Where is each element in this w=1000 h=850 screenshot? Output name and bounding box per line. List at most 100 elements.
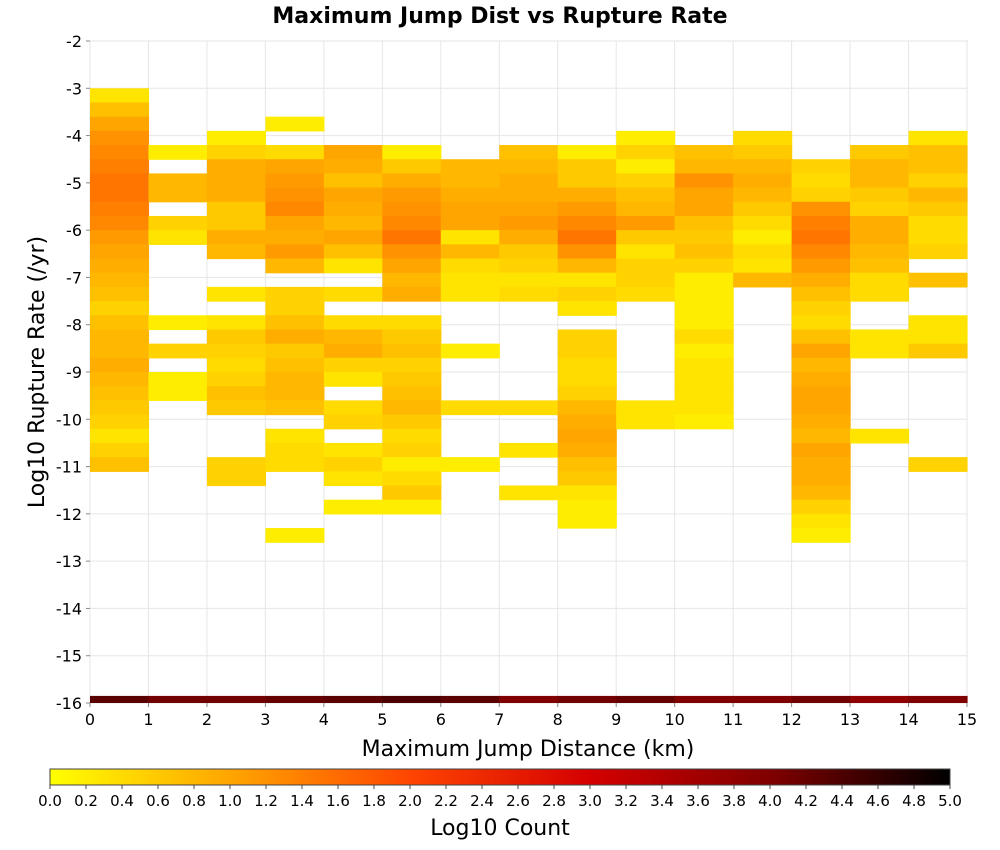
heatmap-cell-x11-0 [733,130,793,146]
heatmap-cell-x8-21 [557,457,617,472]
heatmap-cell-x0-1 [90,102,150,118]
heatmap-cell-x8-0 [557,145,617,160]
y-tick-label-5: -7 [66,268,82,287]
heatmap-cell-x3-6 [265,215,325,231]
heatmap-cell-x13-12 [850,343,910,359]
colorbar-tick-label-15: 3.0 [578,792,602,810]
heatmap-cell-x5-10 [382,286,442,302]
heatmap-cell-x5-0 [382,145,442,160]
heatmap-cell-x0-9 [90,215,150,231]
colorbar-tick-label-4: 0.8 [182,792,206,810]
heatmap-cell-x6-5 [440,230,500,245]
heatmap-cell-x0-4 [90,145,150,160]
heatmap-cell-x8-2 [557,173,617,189]
heatmap-cell-x5-13 [382,343,442,359]
heatmap-cell-x5-16 [382,386,442,401]
colorbar-tick-label-5: 1.0 [218,792,242,810]
colorbar-tick-label-3: 0.6 [146,792,170,810]
heatmap-cell-x5-14 [382,357,442,373]
heatmap-cell-x8-13 [557,343,617,359]
x-tick-label-5: 5 [377,710,387,729]
heatmap-cell-x10-2 [674,173,734,189]
x-tick-label-13: 13 [840,710,860,729]
heatmap-cell-x13-1 [850,159,910,174]
x-tick-label-4: 4 [319,710,329,729]
heatmap-cell-x2-6 [206,215,266,231]
heatmap-cell-x0-24 [90,428,150,444]
heatmap-cell-x4-10 [323,315,383,331]
heatmap-cell-x12-10 [791,301,851,316]
heatmap-cell-x6-7 [440,258,500,274]
heatmap-cell-x9-4 [616,187,676,203]
heatmap-cell-x0-23 [90,414,150,430]
heatmap-cell-x2-10 [206,315,266,331]
colorbar-tick-label-21: 4.2 [794,792,818,810]
y-tick-label-1: -3 [66,79,82,98]
chart-title: Maximum Jump Dist vs Rupture Rate [272,4,727,29]
heatmap-cell-x0-17 [90,329,150,345]
heatmap-cell-x13-0 [850,145,910,160]
heatmap-cell-x4-2 [323,173,383,189]
heatmap-cell-x11-7 [733,230,793,245]
heatmap-cell-x7-8 [499,258,559,274]
bottom-row-cell-1 [148,695,208,703]
heatmap-cell-x3-20 [265,442,325,458]
heatmap-cell-x9-10 [616,272,676,288]
heatmap-cell-x8-15 [557,372,617,387]
heatmap-cell-x2-16 [206,400,266,416]
heatmap-cell-x1-0 [148,145,208,160]
heatmap-cell-x0-8 [90,201,150,217]
colorbar-tick-label-20: 4.0 [758,792,782,810]
heatmap-cell-x8-12 [557,329,617,345]
heatmap-cell-x11-6 [733,215,793,231]
colorbar-tick-label-18: 3.6 [686,792,710,810]
heatmap-cell-x5-11 [382,315,442,331]
heatmap-cell-x4-14 [323,372,383,387]
heatmap-cell-x6-4 [440,215,500,231]
heatmap-cell-x0-2 [90,116,150,132]
heatmap-cell-x1-2 [148,187,208,203]
heatmap-cell-x4-20 [323,499,383,515]
bottom-row-cell-14 [908,695,968,703]
heatmap-cell-x14-5 [908,201,968,217]
heatmap-cell-x12-26 [791,528,851,543]
heatmap-cell-x12-17 [791,400,851,416]
heatmap-cell-x10-15 [674,357,734,373]
heatmap-cell-x7-4 [499,201,559,217]
colorbar-tick-label-19: 3.8 [722,792,746,810]
heatmap-cell-x9-7 [616,230,676,245]
heatmap-cell-x4-18 [323,457,383,472]
heatmap-cell-x5-20 [382,442,442,458]
heatmap-cell-x10-19 [674,414,734,430]
bottom-row-cell-8 [557,695,617,703]
heatmap-cell-x7-13 [499,485,559,501]
heatmap-cell-x5-24 [382,499,442,515]
heatmap-cell-x8-4 [557,201,617,217]
heatmap-cell-x3-7 [265,230,325,245]
heatmap-cell-x5-23 [382,485,442,501]
heatmap-cell-x9-11 [616,286,676,302]
bottom-row-cell-10 [674,695,734,703]
heatmap-cell-x14-6 [908,215,968,231]
heatmap-cell-x0-22 [90,400,150,416]
heatmap-cell-x5-2 [382,173,442,189]
heatmap-cell-x12-14 [791,357,851,373]
heatmap-cell-x6-11 [440,400,500,416]
heatmap-cell-x14-9 [908,272,968,288]
colorbar-tick-label-16: 3.2 [614,792,638,810]
heatmap-cell-x12-16 [791,386,851,401]
heatmap-cell-x3-16 [265,372,325,387]
bottom-row-cell-12 [791,695,851,703]
heatmap-cell-x2-14 [206,372,266,387]
heatmap-cell-x11-5 [733,201,793,217]
heatmap-cell-x5-5 [382,215,442,231]
heatmap-cell-x9-12 [616,400,676,416]
heatmap-cell-x2-18 [206,471,266,487]
heatmap-cell-x5-18 [382,414,442,430]
heatmap-cell-x4-16 [323,414,383,430]
heatmap-cell-x12-12 [791,329,851,345]
heatmap-cell-x3-11 [265,301,325,316]
heatmap-cell-x8-5 [557,215,617,231]
heatmap-cell-x12-4 [791,215,851,231]
heatmap-cell-x9-1 [616,145,676,160]
